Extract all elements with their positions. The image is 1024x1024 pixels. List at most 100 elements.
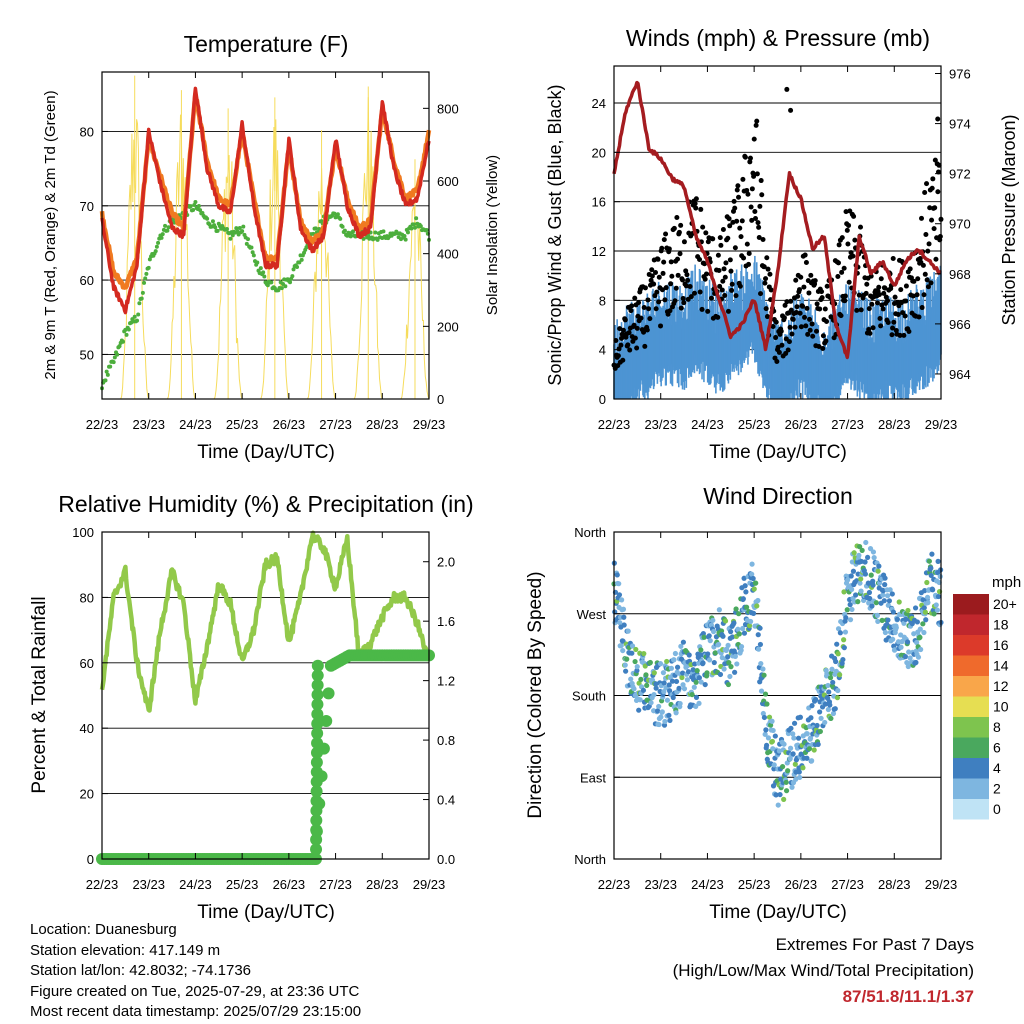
direction-point: [689, 691, 695, 698]
gust-point: [819, 289, 825, 295]
dewpoint-point: [193, 199, 198, 204]
x-tick-label: 22/23: [598, 877, 631, 892]
direction-point: [694, 668, 700, 674]
gust-point: [800, 303, 806, 309]
x-tick-label: 22/23: [86, 417, 119, 432]
direction-point: [787, 745, 794, 751]
gust-point: [749, 186, 755, 192]
gust-point: [779, 342, 785, 348]
direction-point: [677, 700, 683, 707]
x-tick-label: 22/23: [86, 877, 119, 892]
direction-point: [673, 678, 680, 685]
legend-label: 4: [993, 760, 1001, 776]
gust-point: [866, 306, 872, 312]
direction-point: [754, 603, 760, 609]
direction-point: [628, 676, 634, 682]
gust-point: [746, 250, 752, 256]
gust-point: [685, 277, 691, 283]
gust-point: [890, 325, 896, 331]
direction-point: [732, 669, 738, 675]
direction-point: [775, 802, 781, 808]
direction-point: [735, 626, 741, 632]
direction-point: [693, 703, 699, 710]
direction-point: [666, 712, 672, 718]
direction-point: [618, 642, 624, 649]
gust-point: [729, 287, 735, 293]
direction-point: [874, 612, 881, 618]
gust-point: [693, 205, 699, 211]
dewpoint-point: [373, 230, 378, 235]
direction-point: [920, 621, 926, 627]
gust-point: [868, 273, 874, 279]
dewpoint-point: [279, 286, 284, 291]
direction-point: [825, 682, 831, 689]
x-tick-label: 28/23: [366, 417, 399, 432]
direction-point: [847, 602, 853, 608]
y-tick-label: West: [577, 607, 607, 622]
gust-point: [877, 316, 883, 322]
direction-point: [660, 670, 667, 676]
gust-point: [807, 327, 813, 333]
gust-point: [687, 283, 693, 289]
winds-ylabel: Sonic/Prop Wind & Gust (Blue, Black): [545, 84, 565, 385]
gust-point: [762, 280, 768, 286]
dewpoint-point: [166, 225, 171, 230]
precip-point: [311, 679, 324, 692]
gust-point: [870, 325, 876, 331]
gust-point: [710, 236, 716, 242]
extremes-box: Extremes For Past 7 Days (High/Low/Max W…: [673, 932, 974, 1010]
direction-point: [762, 731, 768, 737]
gust-point: [802, 314, 808, 320]
direction-point: [811, 747, 817, 753]
winds-xlabel: Time (Day/UTC): [709, 442, 847, 463]
gust-point: [902, 313, 908, 319]
legend-label: 16: [993, 637, 1009, 653]
gust-point: [773, 319, 779, 325]
gust-point: [752, 208, 758, 214]
pressure-line: [612, 80, 942, 360]
gust-point: [757, 203, 763, 209]
direction-point: [669, 678, 676, 684]
gust-point: [797, 287, 803, 293]
gust-point: [835, 273, 841, 279]
gust-point: [843, 209, 849, 215]
y-tick-label-right: 1.6: [437, 614, 455, 629]
gust-point: [663, 285, 669, 291]
gust-point: [668, 281, 674, 287]
precip-point: [311, 669, 324, 682]
gust-point: [744, 187, 750, 193]
direction-point: [755, 597, 761, 604]
gust-point: [733, 293, 739, 299]
gust-point: [892, 294, 898, 300]
direction-point: [758, 661, 764, 667]
direction-point: [837, 630, 843, 636]
dewpoint-point: [405, 230, 410, 235]
gust-point: [722, 293, 728, 299]
direction-point: [885, 617, 891, 623]
gust-point: [729, 281, 735, 287]
gust-point: [741, 255, 747, 261]
direction-point: [732, 653, 738, 659]
direction-point: [685, 669, 692, 675]
gust-point: [666, 246, 672, 252]
direction-point: [674, 664, 681, 670]
gust-point: [823, 338, 829, 344]
gust-point: [932, 205, 938, 211]
gust-point: [754, 118, 760, 124]
gust-point: [804, 305, 810, 311]
gust-point: [715, 314, 721, 320]
direction-point: [934, 607, 940, 613]
gust-point: [746, 261, 752, 267]
gust-point: [628, 308, 634, 314]
gust-point: [645, 297, 651, 303]
gust-point: [749, 217, 755, 223]
gust-point: [844, 227, 850, 233]
gust-point: [760, 236, 766, 242]
direction-point: [760, 710, 766, 717]
direction-point: [881, 598, 887, 604]
dewpoint-point: [234, 226, 239, 231]
gust-point: [703, 230, 709, 236]
direction-point: [673, 710, 679, 716]
legend-swatch: [953, 799, 989, 820]
dewpoint-point: [144, 271, 149, 276]
